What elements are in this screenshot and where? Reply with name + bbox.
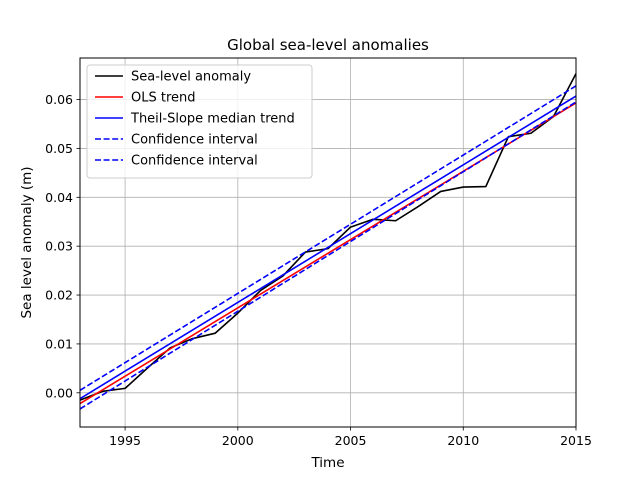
x-tick-label: 2000 bbox=[222, 433, 254, 448]
legend: Sea-level anomaly OLS trend Theil-Slope me… bbox=[86, 64, 313, 179]
series-lines bbox=[79, 73, 577, 410]
plot-frame bbox=[79, 57, 577, 428]
legend-box bbox=[86, 64, 313, 179]
axis-ticks: 1995 2000 2005 2010 2015 0.00 0.01 0.02 0.03 0.04… bbox=[45, 92, 592, 448]
x-tick-label: 1995 bbox=[109, 433, 141, 448]
series-line-theil-slope-median-trend bbox=[79, 95, 577, 400]
series-line-sea-level-anomaly bbox=[79, 73, 577, 401]
x-tick-label: 2010 bbox=[447, 433, 479, 448]
x-axis-title: Time bbox=[310, 455, 344, 471]
legend-label: Sea-level anomaly bbox=[131, 70, 251, 85]
y-tick-label: 0.00 bbox=[45, 385, 73, 400]
y-axis-title: Sea level anomaly (m) bbox=[19, 166, 35, 318]
y-tick-label: 0.05 bbox=[45, 141, 73, 156]
y-tick-label: 0.01 bbox=[45, 336, 73, 351]
series-line-confidence-interval bbox=[79, 85, 577, 392]
x-tick-label: 2015 bbox=[560, 433, 592, 448]
legend-label: Confidence interval bbox=[131, 154, 258, 169]
chart-title: Global sea-level anomalies bbox=[227, 36, 429, 54]
x-tick-label: 2005 bbox=[335, 433, 367, 448]
legend-label: Theil-Slope median trend bbox=[130, 112, 295, 127]
y-tick-label: 0.04 bbox=[45, 190, 73, 205]
series-line-confidence-interval bbox=[79, 101, 577, 410]
legend-label: Confidence interval bbox=[131, 133, 258, 148]
legend-label: OLS trend bbox=[131, 91, 196, 106]
y-tick-label: 0.02 bbox=[45, 288, 73, 303]
y-tick-label: 0.06 bbox=[45, 92, 73, 107]
y-tick-label: 0.03 bbox=[45, 239, 73, 254]
grid bbox=[80, 58, 577, 427]
